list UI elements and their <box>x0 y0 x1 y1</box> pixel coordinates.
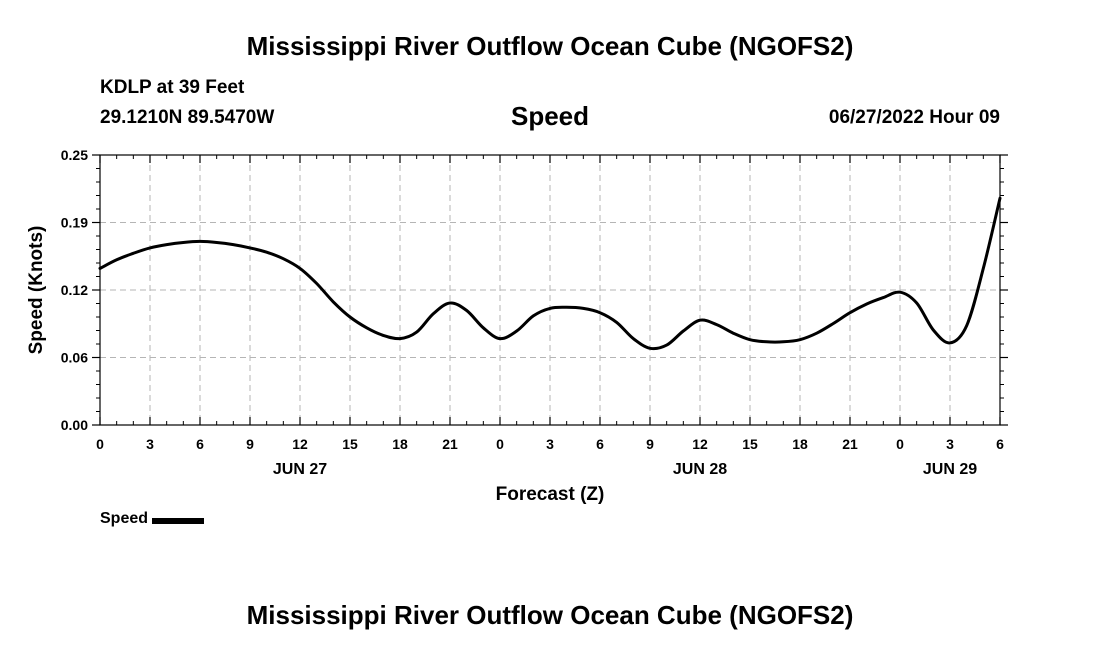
date-label: JUN 27 <box>273 461 327 478</box>
axis-ticks <box>92 154 1008 426</box>
x-tick-label: 3 <box>146 436 154 452</box>
y-tick-label: 0.25 <box>61 147 88 163</box>
y-tick-label: 0.00 <box>61 417 88 433</box>
x-tick-label: 9 <box>646 436 654 452</box>
x-tick-label: 0 <box>96 436 104 452</box>
x-tick-label: 12 <box>692 436 708 452</box>
x-axis-title: Forecast (Z) <box>496 484 605 505</box>
legend-swatch <box>152 517 205 524</box>
x-tick-label: 6 <box>196 436 204 452</box>
x-tick-label: 6 <box>996 436 1004 452</box>
y-tick-label: 0.19 <box>61 215 88 231</box>
x-tick-label: 21 <box>842 436 858 452</box>
chart-title: Mississippi River Outflow Ocean Cube (NG… <box>246 31 854 61</box>
y-tick-label: 0.06 <box>61 350 88 366</box>
x-tick-label: 18 <box>392 436 408 452</box>
date-label: JUN 28 <box>673 461 727 478</box>
variable-label: Speed <box>510 101 590 131</box>
x-tick-label: 12 <box>292 436 308 452</box>
date-label: JUN 29 <box>923 461 977 478</box>
legend-label: Speed <box>100 510 149 527</box>
x-tick-label: 3 <box>946 436 954 452</box>
x-tick-label: 15 <box>742 436 758 452</box>
x-tick-label: 9 <box>246 436 254 452</box>
x-tick-label: 21 <box>442 436 458 452</box>
station-label: KDLP at 39 Feet <box>100 77 245 98</box>
x-tick-label: 3 <box>546 436 554 452</box>
speed-series-line <box>98 196 1002 351</box>
x-tick-label: 0 <box>496 436 504 452</box>
legend: Speed <box>100 510 205 528</box>
x-tick-label: 0 <box>896 436 904 452</box>
x-tick-label: 15 <box>342 436 358 452</box>
y-tick-label: 0.12 <box>61 282 88 298</box>
axis-labels: 0 3 6 9 12 15 18 21 0 3 6 9 12 15 18 21 0 3 6 0.00 0.06 0.12 0… <box>61 147 1004 478</box>
y-axis-title: Speed (Knots) <box>26 226 47 355</box>
x-tick-label: 18 <box>792 436 808 452</box>
footer-title: Mississippi River Outflow Ocean Cube (NG… <box>246 600 854 630</box>
coordinates-label: 29.1210N 89.5470W <box>100 107 275 128</box>
grid <box>100 155 1000 425</box>
datetime-label: 06/27/2022 Hour 09 <box>828 107 1000 128</box>
x-tick-label: 6 <box>596 436 604 452</box>
